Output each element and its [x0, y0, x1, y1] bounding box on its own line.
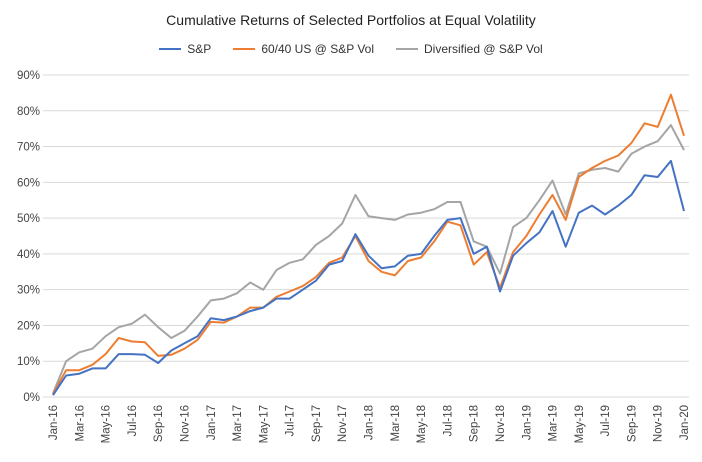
legend-label-sp: S&P: [187, 42, 212, 56]
legend-label-6040: 60/40 US @ S&P Vol: [261, 42, 375, 56]
legend-swatch-sp: [159, 48, 182, 50]
legend-item-6040: 60/40 US @ S&P Vol: [233, 42, 374, 56]
y-tick-label: 40%: [17, 249, 40, 261]
x-tick-label: Mar-17: [232, 405, 244, 441]
y-tick-label: 20%: [17, 320, 40, 332]
x-tick-label: May-18: [416, 405, 428, 443]
x-tick-label: Nov-18: [495, 405, 507, 442]
y-tick-label: 10%: [17, 356, 40, 368]
x-tick-label: Nov-19: [653, 405, 665, 442]
legend-item-sp: S&P: [159, 42, 211, 56]
x-tick-label: May-19: [574, 405, 586, 443]
x-tick-label: Nov-17: [337, 405, 349, 442]
x-tick-label: Jan-18: [364, 405, 376, 440]
y-tick-label: 0%: [23, 392, 40, 404]
x-tick-label: Jul-16: [127, 405, 139, 436]
legend-item-diversified: Diversified @ S&P Vol: [396, 42, 543, 56]
x-tick-label: Sep-19: [626, 405, 638, 442]
x-tick-label: Jul-19: [600, 405, 612, 436]
legend-swatch-diversified: [396, 48, 419, 50]
x-tick-label: Jan-16: [48, 405, 60, 440]
x-tick-label: Mar-16: [74, 405, 86, 441]
x-tick-label: Jul-17: [285, 405, 297, 436]
x-tick-label: Sep-16: [153, 405, 165, 442]
x-tick-label: Jan-17: [206, 405, 218, 440]
y-tick-label: 80%: [17, 106, 40, 118]
x-tick-label: Jan-20: [679, 405, 691, 440]
series-line-s-p: [52, 159, 685, 396]
legend: S&P 60/40 US @ S&P Vol Diversified @ S&P…: [0, 42, 702, 56]
y-tick-label: 50%: [17, 213, 40, 225]
series-line-60-40-us-s-p-vol: [52, 93, 685, 395]
legend-label-diversified: Diversified @ S&P Vol: [424, 42, 543, 56]
x-tick-label: Mar-18: [390, 405, 402, 441]
y-tick-label: 60%: [17, 177, 40, 189]
x-tick-label: Mar-19: [548, 405, 560, 441]
x-tick-label: Jul-18: [442, 405, 454, 436]
chart-title: Cumulative Returns of Selected Portfolio…: [166, 12, 536, 28]
y-tick-label: 30%: [17, 285, 40, 297]
x-tick-label: Nov-16: [179, 405, 191, 442]
series-line-diversified-s-p-vol: [52, 124, 685, 394]
x-tick-label: May-16: [101, 405, 113, 443]
legend-swatch-6040: [233, 48, 256, 50]
y-tick-label: 70%: [17, 142, 40, 154]
y-tick-label: 90%: [17, 70, 40, 82]
x-tick-label: Jan-19: [521, 405, 533, 440]
x-tick-label: Sep-18: [469, 405, 481, 442]
x-tick-label: Sep-17: [311, 405, 323, 442]
x-tick-label: May-17: [258, 405, 270, 443]
